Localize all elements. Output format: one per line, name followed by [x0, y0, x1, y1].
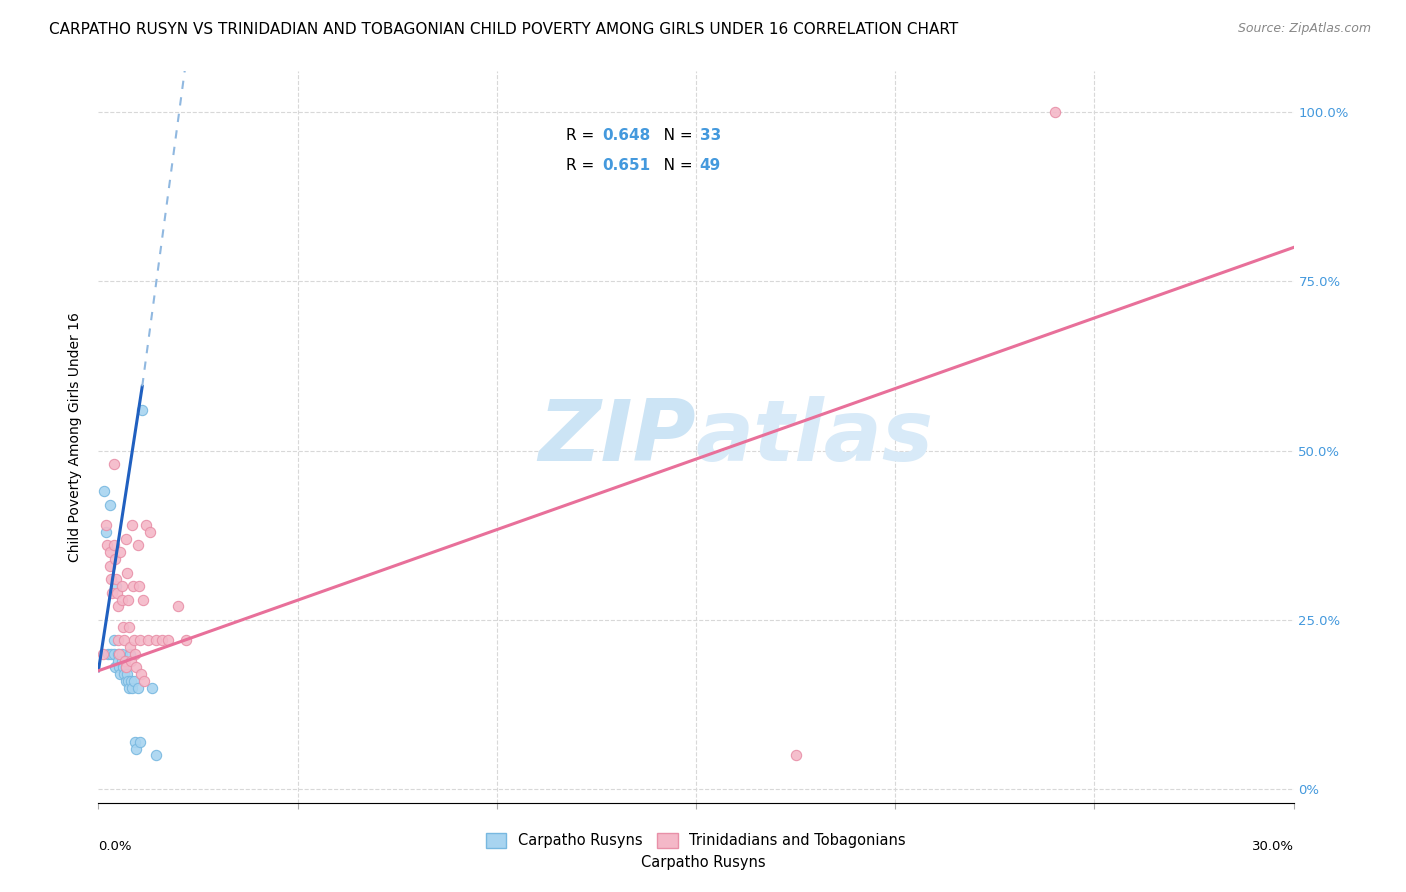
Point [121, 681, 143, 695]
Point [1043, 105, 1066, 120]
Point [118, 620, 141, 634]
Point [115, 660, 138, 674]
Point [131, 667, 153, 681]
Point [115, 532, 138, 546]
Point [120, 647, 142, 661]
Point [132, 592, 155, 607]
Point [121, 518, 143, 533]
Text: atlas: atlas [696, 395, 934, 479]
Text: 30.0%: 30.0% [1251, 840, 1294, 853]
Point [114, 660, 136, 674]
Point [103, 538, 125, 552]
Point [124, 633, 146, 648]
Point [141, 681, 163, 695]
Text: 0.648: 0.648 [603, 128, 651, 143]
Point [105, 586, 128, 600]
Point [117, 592, 139, 607]
Point [117, 673, 139, 688]
Text: Carpatho Rusyns: Carpatho Rusyns [641, 855, 765, 870]
Point [93, 484, 115, 499]
Point [96, 538, 118, 552]
Point [98, 558, 122, 573]
Point [145, 748, 167, 763]
Point [97, 647, 120, 661]
Point [134, 673, 156, 688]
Point [128, 579, 150, 593]
Point [94, 518, 117, 533]
Point [91, 647, 114, 661]
Point [110, 579, 132, 593]
Legend: Carpatho Rusyns, Trinidadians and Tobagonians: Carpatho Rusyns, Trinidadians and Tobago… [479, 827, 912, 854]
Point [785, 748, 807, 763]
Y-axis label: Child Poverty Among Girls Under 16: Child Poverty Among Girls Under 16 [69, 312, 83, 562]
Point [157, 633, 180, 648]
Point [100, 572, 122, 586]
Point [112, 660, 135, 674]
Point [111, 592, 134, 607]
Point [124, 673, 146, 688]
Text: 33: 33 [700, 128, 721, 143]
Text: N =: N = [650, 128, 697, 143]
Point [124, 735, 146, 749]
Text: 0.0%: 0.0% [98, 840, 132, 853]
Point [127, 538, 149, 552]
Text: R =: R = [567, 159, 599, 173]
Point [111, 654, 134, 668]
Point [110, 667, 132, 681]
Point [107, 654, 129, 668]
Point [145, 633, 167, 648]
Point [122, 579, 145, 593]
Point [150, 633, 173, 648]
Point [114, 654, 136, 668]
Text: N =: N = [650, 159, 697, 173]
Point [110, 647, 132, 661]
Text: Source: ZipAtlas.com: Source: ZipAtlas.com [1237, 22, 1371, 36]
Point [105, 579, 128, 593]
Point [125, 741, 148, 756]
Point [107, 633, 129, 648]
Point [120, 654, 142, 668]
Text: 49: 49 [700, 159, 721, 173]
Point [139, 524, 162, 539]
Point [120, 640, 142, 654]
Point [115, 566, 138, 580]
Point [124, 647, 146, 661]
Point [118, 681, 141, 695]
Point [110, 545, 132, 559]
Point [108, 647, 131, 661]
Point [136, 633, 159, 648]
Point [104, 552, 127, 566]
Point [135, 518, 157, 533]
Point [120, 673, 142, 688]
Point [112, 620, 135, 634]
Point [104, 660, 127, 674]
Point [167, 599, 190, 614]
Text: 0.651: 0.651 [603, 159, 651, 173]
Point [103, 633, 125, 648]
Point [98, 545, 121, 559]
Point [107, 599, 129, 614]
Point [174, 633, 197, 648]
Point [115, 667, 138, 681]
Text: R =: R = [567, 128, 599, 143]
Point [114, 673, 136, 688]
Point [127, 681, 149, 695]
Point [103, 457, 125, 471]
Point [131, 403, 153, 417]
Point [108, 660, 131, 674]
Point [125, 660, 148, 674]
Point [100, 647, 122, 661]
Point [112, 633, 135, 648]
Point [98, 498, 121, 512]
Point [96, 524, 118, 539]
Point [129, 735, 152, 749]
Point [107, 647, 129, 661]
Point [103, 647, 125, 661]
Point [129, 633, 152, 648]
Text: CARPATHO RUSYN VS TRINIDADIAN AND TOBAGONIAN CHILD POVERTY AMONG GIRLS UNDER 16 : CARPATHO RUSYN VS TRINIDADIAN AND TOBAGO… [49, 22, 959, 37]
Point [101, 586, 124, 600]
Text: ZIP: ZIP [538, 395, 696, 479]
Point [104, 572, 127, 586]
Point [112, 667, 135, 681]
